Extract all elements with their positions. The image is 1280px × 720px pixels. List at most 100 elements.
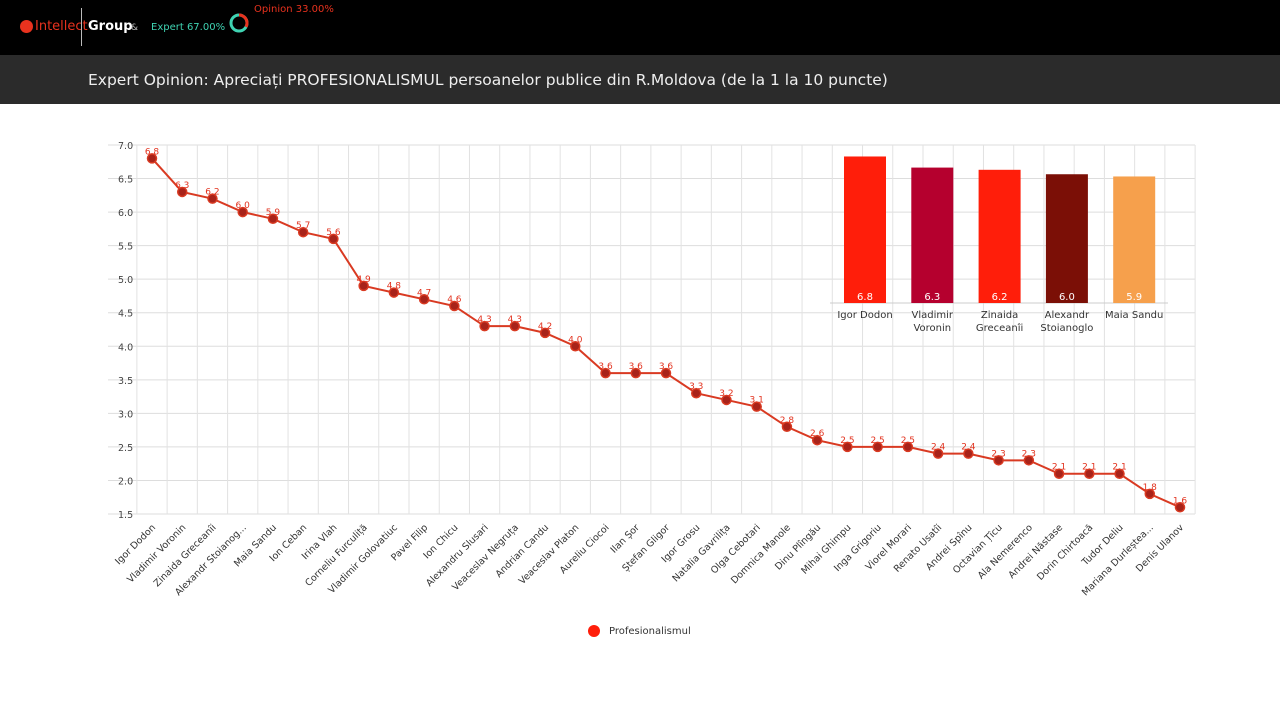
data-point [1144, 488, 1156, 500]
y-tick-label: 6.0 [118, 208, 133, 219]
y-tick-label: 4.5 [118, 309, 133, 320]
data-point [842, 441, 853, 453]
data-label: 1.6 [1173, 496, 1188, 506]
data-label: 2.6 [810, 429, 825, 439]
data-label: 1.8 [1143, 483, 1158, 493]
y-tick-label: 6.5 [118, 175, 133, 186]
data-label: 2.5 [870, 436, 884, 446]
inset-category-label: Stoianoglo [1040, 323, 1093, 334]
data-label: 3.1 [750, 396, 764, 406]
data-point [902, 441, 914, 453]
data-point [297, 226, 309, 238]
data-label: 2.4 [961, 443, 976, 453]
data-point [1174, 502, 1186, 513]
data-point [1084, 468, 1095, 479]
data-label: 2.5 [840, 436, 854, 446]
data-label: 3.2 [719, 389, 733, 399]
data-label: 4.8 [387, 282, 402, 292]
inset-category-label: Greceanîi [976, 322, 1023, 334]
data-label: 2.8 [780, 416, 795, 426]
data-point [721, 394, 732, 406]
data-point [963, 448, 974, 459]
ampersand: & [131, 23, 139, 33]
data-point [872, 441, 883, 453]
data-point [932, 448, 944, 459]
inset-category-label: Zinaida [981, 310, 1018, 321]
y-tick-label: 2.0 [118, 476, 133, 487]
data-label: 4.6 [447, 295, 462, 305]
x-tick-label: Andrian Candu [494, 522, 552, 580]
data-point [690, 387, 702, 399]
data-label: 4.9 [356, 275, 371, 285]
data-label: 4.3 [508, 315, 522, 325]
data-point [781, 421, 793, 433]
data-label: 3.6 [659, 362, 674, 372]
data-label: 4.2 [538, 322, 552, 332]
data-point [328, 233, 339, 245]
data-point [570, 341, 581, 352]
data-point [630, 367, 642, 379]
inset-category-label: Igor Dodon [837, 310, 892, 321]
data-point [449, 300, 460, 312]
data-label: 4.0 [568, 335, 583, 345]
top-bar: Intellect Group & Expert 67.00% Opinion … [0, 0, 1280, 55]
inset-bar-value: 6.0 [1059, 292, 1075, 303]
inset-category-label: Voronin [913, 323, 951, 334]
logo-icon [20, 20, 33, 33]
data-label: 2.1 [1082, 463, 1096, 473]
data-point [146, 153, 158, 164]
y-tick-label: 5.5 [118, 242, 133, 253]
inset-bar-value: 6.2 [992, 292, 1008, 303]
expert-share-label: Expert 67.00% [151, 22, 226, 33]
inset-bar [911, 167, 954, 303]
data-point [418, 294, 430, 305]
data-label: 3.6 [598, 362, 613, 372]
data-label: 5.6 [326, 228, 341, 238]
data-label: 5.9 [266, 208, 281, 218]
data-label: 2.3 [991, 449, 1005, 459]
y-tick-label: 7.0 [118, 141, 133, 152]
data-point [358, 280, 369, 292]
inset-bar [978, 169, 1021, 303]
data-label: 2.4 [931, 443, 946, 453]
title-bar: Expert Opinion: Apreciați PROFESIONALISM… [0, 55, 1280, 104]
data-point [539, 327, 551, 339]
data-point [176, 186, 188, 198]
brand-intellect: Intellect [35, 19, 88, 34]
share-donut-icon [229, 13, 249, 33]
inset-bar [1045, 174, 1088, 303]
y-tick-label: 3.5 [118, 376, 133, 387]
y-tick-label: 1.5 [118, 510, 133, 521]
data-label: 2.1 [1112, 463, 1126, 473]
data-label: 6.2 [205, 188, 219, 198]
data-point [660, 367, 672, 379]
data-point [237, 206, 248, 218]
data-label: 2.3 [1022, 449, 1036, 459]
inset-bar [844, 156, 886, 303]
inset-bar-value: 6.3 [924, 292, 940, 303]
inset-category-label: Vladimir [912, 310, 954, 321]
page-title: Expert Opinion: Apreciați PROFESIONALISM… [88, 71, 888, 89]
data-point [811, 434, 823, 446]
data-label: 5.7 [296, 221, 310, 231]
y-tick-label: 2.5 [118, 443, 133, 454]
data-point [1023, 455, 1035, 466]
data-point [600, 367, 611, 379]
data-label: 3.3 [689, 382, 703, 392]
y-tick-label: 5.0 [118, 275, 133, 286]
opinion-share-label: Opinion 33.00% [254, 4, 334, 15]
x-tick-label: Ala Nemerenco [976, 522, 1035, 581]
brand-group: Group [88, 19, 133, 34]
logo-divider [81, 8, 82, 46]
inset-bar [1113, 176, 1156, 303]
legend-marker [588, 625, 600, 637]
data-label: 2.1 [1052, 463, 1066, 473]
data-point [509, 320, 521, 332]
x-tick-label: Andrei Năstase [1007, 522, 1066, 581]
line-chart: 1.5 2.0 2.5 3.0 3.5 4.0 4.5 5.0 5.5 6.0 6.5 7.0 6.8 6… [108, 141, 1196, 637]
y-tick-label: 3.0 [118, 409, 133, 420]
inset-bar-value: 6.8 [857, 292, 873, 303]
data-point [388, 287, 400, 298]
data-label: 4.3 [477, 315, 491, 325]
data-label: 6.3 [175, 181, 189, 191]
